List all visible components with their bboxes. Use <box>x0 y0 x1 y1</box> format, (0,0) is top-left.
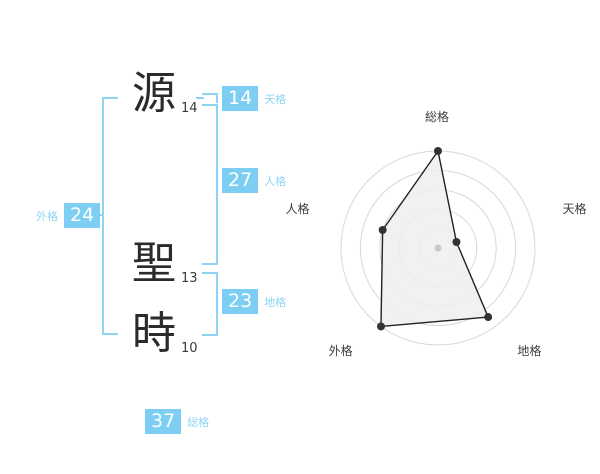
badge-chikaku-value: 23 <box>222 289 259 314</box>
badge-soukaku-value: 37 <box>145 409 182 434</box>
kanji-char-2: 聖 <box>132 238 176 289</box>
connector-tenkaku <box>196 97 204 99</box>
badge-chikaku-label: 地格 <box>264 295 287 309</box>
kanji-char-3: 時 <box>132 308 176 359</box>
bracket-jinkaku <box>202 104 218 265</box>
badge-jinkaku: 27 人格 <box>222 168 286 193</box>
badge-jinkaku-label: 人格 <box>264 174 287 188</box>
radar-axis-label-3: 外格 <box>328 344 353 359</box>
radar-axis-label-2: 地格 <box>517 344 542 359</box>
radar-axis-label-4: 人格 <box>285 202 310 217</box>
kanji-char-1: 源 <box>132 68 176 119</box>
badge-soukaku-label: 総格 <box>187 415 210 429</box>
radar-chart: 総格 天格 地格 外格 人格 <box>286 0 600 470</box>
bracket-gaikaku <box>102 97 118 335</box>
stroke-count-2: 13 <box>181 271 198 286</box>
name-stroke-diagram: 源 聖 時 14 13 10 14 天格 27 人格 23 地格 外格 24 3… <box>0 0 300 470</box>
radar-axis-label-1: 天格 <box>562 202 587 217</box>
badge-gaikaku: 外格 24 <box>36 203 101 228</box>
bracket-chikaku <box>202 272 218 336</box>
badge-gaikaku-label: 外格 <box>36 209 58 223</box>
badge-soukaku: 37 総格 <box>145 409 209 434</box>
badge-tenkaku: 14 天格 <box>222 86 286 111</box>
badge-tenkaku-value: 14 <box>222 86 259 111</box>
radar-chart-svg <box>340 147 536 346</box>
badge-tenkaku-label: 天格 <box>264 92 287 106</box>
radar-axis-label-0: 総格 <box>425 110 450 124</box>
stroke-count-3: 10 <box>181 341 198 356</box>
badge-gaikaku-value: 24 <box>64 203 101 228</box>
badge-chikaku: 23 地格 <box>222 289 286 314</box>
badge-jinkaku-value: 27 <box>222 168 259 193</box>
bracket-tenkaku <box>202 93 218 103</box>
stroke-count-1: 14 <box>181 101 198 116</box>
